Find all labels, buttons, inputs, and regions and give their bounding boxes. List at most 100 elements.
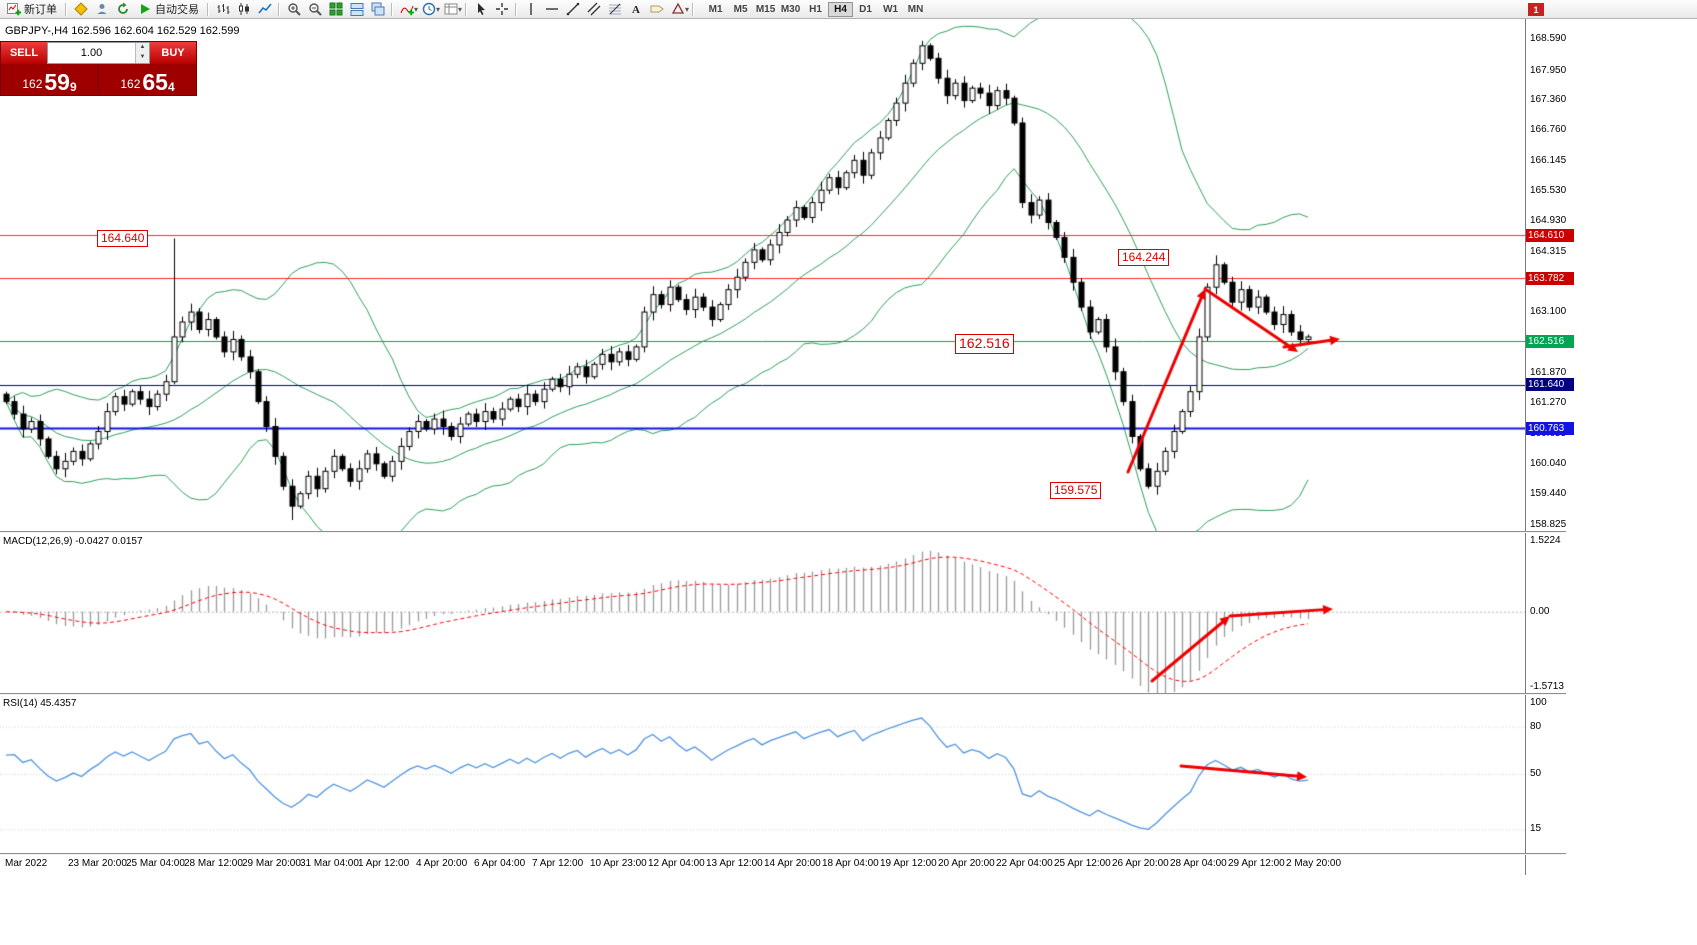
fibonacci-icon — [608, 2, 622, 16]
panel-separator[interactable] — [0, 693, 1566, 695]
buy-button[interactable]: BUY — [150, 42, 196, 64]
buy-price[interactable]: 162 65 4 — [99, 64, 196, 95]
timeframe-m15[interactable]: M15 — [755, 3, 776, 15]
time-axis-label: 22 Apr 04:00 — [996, 858, 1053, 869]
macd-axis-tick: -1.5713 — [1530, 681, 1564, 692]
macd-panel-canvas[interactable] — [0, 533, 1525, 693]
dropdown-caret-icon[interactable]: ▾ — [414, 4, 419, 14]
time-axis-label: 2 May 20:00 — [1286, 858, 1342, 869]
rsi-indicator-label: RSI(14) 45.4357 — [3, 698, 77, 709]
text-icon: A — [629, 2, 643, 16]
price-badge: 164.610 — [1526, 228, 1574, 242]
text-label-button[interactable] — [646, 1, 667, 18]
timeframe-mn[interactable]: MN — [907, 3, 924, 15]
toolbar-separator — [692, 2, 695, 16]
profile-icon — [95, 2, 109, 16]
crosshair-button[interactable] — [491, 1, 512, 18]
fibonacci-button[interactable] — [604, 1, 625, 18]
cursor-icon — [474, 2, 488, 16]
toolbar-separator — [465, 2, 468, 16]
toolbar-separator — [278, 2, 280, 16]
cascade-windows-button[interactable] — [367, 1, 388, 18]
refresh-button[interactable] — [112, 1, 133, 18]
arrange-windows-button[interactable] — [346, 1, 367, 18]
templates-icon — [444, 2, 458, 16]
auto-trading-button-label: 自动交易 — [155, 4, 199, 16]
auto-trading-button[interactable]: 自动交易 — [133, 1, 204, 18]
timeframe-h1[interactable]: H1 — [809, 3, 822, 15]
price-chart-canvas[interactable] — [0, 19, 1525, 531]
sell-button[interactable]: SELL — [1, 42, 47, 64]
vertical-line-button[interactable] — [520, 1, 541, 18]
line-chart-button[interactable] — [254, 1, 275, 18]
new-order-button[interactable]: 新订单 — [2, 1, 62, 18]
dropdown-caret-icon[interactable]: ▾ — [458, 4, 463, 14]
indicators-button[interactable] — [396, 1, 417, 18]
candlestick-chart-icon — [237, 2, 251, 16]
text-button[interactable]: A — [625, 1, 646, 18]
new-order-icon — [7, 2, 21, 16]
panel-separator[interactable] — [0, 853, 1566, 855]
time-axis-label: 25 Mar 04:00 — [126, 858, 185, 869]
equidistant-channel-icon — [587, 2, 601, 16]
dropdown-caret-icon[interactable]: ▾ — [436, 4, 441, 14]
volume-down-button[interactable]: ▼ — [136, 53, 149, 63]
timeframe-h4[interactable]: H4 — [828, 1, 854, 17]
cursor-button[interactable] — [470, 1, 491, 18]
time-axis-label: 4 Apr 20:00 — [416, 858, 468, 869]
toolbar: 新订单 自动交易 ▾ ▾ ▾ A ▾ M1 M5 M15 M30 H1 H4 D1 W1 MN — [0, 0, 1697, 19]
metaeditor-button[interactable] — [70, 1, 91, 18]
volume-stepper[interactable]: 1.00 ▲ ▼ — [47, 42, 150, 64]
rsi-axis-tick: 15 — [1530, 823, 1542, 835]
time-axis-label: 18 Apr 04:00 — [822, 858, 879, 869]
time-axis-label: Mar 2022 — [5, 858, 48, 869]
window-count-badge[interactable]: 1 — [1528, 3, 1544, 16]
time-axis-label: 31 Mar 04:00 — [300, 858, 359, 869]
trendline-button[interactable] — [562, 1, 583, 18]
price-axis-tick: 161.270 — [1530, 397, 1567, 409]
time-axis-label: 28 Apr 04:00 — [1170, 858, 1227, 869]
zoom-in-icon — [287, 2, 301, 16]
dropdown-caret-icon[interactable]: ▾ — [685, 4, 690, 14]
shapes-button[interactable] — [667, 1, 688, 18]
price-axis-border — [1525, 19, 1526, 875]
price-badge: 163.782 — [1526, 271, 1574, 285]
price-badge: 160.763 — [1526, 421, 1574, 435]
volume-value[interactable]: 1.00 — [80, 47, 103, 59]
text-label-icon — [650, 2, 664, 16]
toolbar-separator — [65, 2, 67, 16]
timeframe-m5[interactable]: M5 — [733, 3, 748, 15]
timeframe-clock-button[interactable] — [418, 1, 439, 18]
timeframe-m30[interactable]: M30 — [780, 3, 801, 15]
horizontal-line-button[interactable] — [541, 1, 562, 18]
time-axis-label: 6 Apr 04:00 — [474, 858, 526, 869]
timeframe-w1[interactable]: W1 — [883, 3, 899, 15]
cascade-windows-icon — [371, 2, 385, 16]
price-axis-tick: 164.315 — [1530, 245, 1567, 257]
candlestick-chart-button[interactable] — [233, 1, 254, 18]
timeframe-clock-icon — [422, 2, 436, 16]
time-axis-label: 1 Apr 12:00 — [358, 858, 410, 869]
bar-chart-button[interactable] — [212, 1, 233, 18]
time-axis-label: 7 Apr 12:00 — [532, 858, 584, 869]
vertical-line-icon — [524, 2, 538, 16]
sell-price[interactable]: 162 59 9 — [1, 64, 99, 95]
volume-up-button[interactable]: ▲ — [136, 43, 149, 53]
rsi-axis-tick: 100 — [1530, 697, 1547, 708]
toolbar-separator — [391, 2, 393, 16]
rsi-panel-canvas[interactable] — [0, 695, 1525, 853]
profile-button[interactable] — [91, 1, 112, 18]
zoom-in-button[interactable] — [283, 1, 304, 18]
templates-button[interactable] — [440, 1, 461, 18]
tile-windows-button[interactable] — [325, 1, 346, 18]
timeframe-d1[interactable]: D1 — [859, 3, 872, 15]
time-axis-label: 10 Apr 23:00 — [590, 858, 647, 869]
timeframe-m1[interactable]: M1 — [708, 3, 723, 15]
new-order-button-label: 新订单 — [24, 4, 57, 16]
equidistant-channel-button[interactable] — [583, 1, 604, 18]
panel-separator[interactable] — [0, 531, 1566, 533]
price-axis-tick: 167.950 — [1530, 64, 1567, 76]
zoom-out-button[interactable] — [304, 1, 325, 18]
time-axis-label: 29 Apr 12:00 — [1228, 858, 1285, 869]
